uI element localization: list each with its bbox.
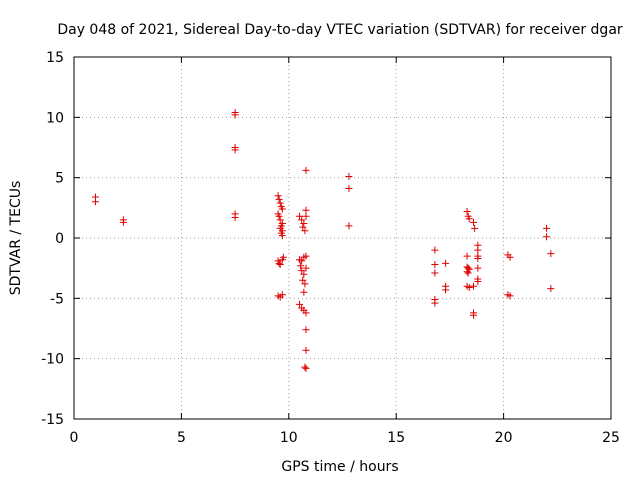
x-tick-label: 10 (280, 430, 298, 446)
data-point (345, 172, 353, 180)
data-point (298, 216, 306, 224)
data-point (543, 224, 551, 232)
data-point (275, 195, 283, 203)
data-point (463, 207, 471, 215)
data-point (300, 220, 308, 228)
data-point (474, 255, 482, 263)
data-point (463, 252, 471, 260)
data-point (474, 246, 482, 254)
data-point (465, 283, 473, 291)
data-point (345, 185, 353, 193)
data-point (278, 232, 286, 240)
data-point (431, 269, 439, 277)
data-point (302, 326, 310, 334)
x-axis-label: GPS time / hours (281, 459, 398, 475)
data-point (302, 166, 310, 174)
data-point (301, 227, 309, 235)
data-point (431, 261, 439, 269)
data-point (300, 288, 308, 296)
grid (74, 57, 611, 419)
data-point (300, 253, 308, 261)
data-point (345, 222, 353, 230)
data-point (547, 250, 555, 258)
data-point (231, 213, 239, 221)
data-point (299, 276, 307, 284)
data-point (302, 212, 310, 220)
data-point (474, 277, 482, 285)
data-point (302, 264, 310, 272)
y-tick-label: -10 (41, 352, 64, 368)
data-point (470, 218, 478, 226)
x-tick-label: 25 (602, 430, 620, 446)
data-point (464, 269, 472, 277)
data-point (276, 199, 284, 207)
data-point (431, 246, 439, 254)
data-point (465, 215, 473, 223)
data-point (297, 262, 305, 270)
data-point (299, 223, 307, 231)
data-point (276, 216, 284, 224)
chart-title: Day 048 of 2021, Sidereal Day-to-day VTE… (57, 22, 623, 38)
y-tick-label: 5 (55, 171, 64, 187)
data-point (119, 218, 127, 226)
y-tick-label: 0 (55, 231, 64, 247)
y-tick-label: 10 (46, 110, 64, 126)
data-point (302, 346, 310, 354)
data-point (470, 311, 478, 319)
data-point (442, 259, 450, 267)
x-tick-label: 0 (70, 430, 79, 446)
data-point (276, 261, 284, 269)
axis-ticks: 0 5 10 15 20 25 -15 -10 -5 0 5 10 15 (41, 50, 620, 446)
data-point (231, 146, 239, 154)
data-point (278, 205, 286, 213)
data-point (300, 270, 308, 278)
data-point (431, 299, 439, 307)
plot-frame (73, 56, 612, 420)
data-point (274, 192, 282, 200)
data-point (463, 268, 471, 276)
y-axis-label: SDTVAR / TECUs (8, 181, 24, 296)
x-tick-label: 15 (387, 430, 405, 446)
data-point (543, 233, 551, 241)
data-point (547, 285, 555, 293)
data-point (301, 363, 309, 371)
data-point (91, 198, 99, 206)
data-point (470, 282, 478, 290)
data-point (298, 267, 306, 275)
data-point (278, 291, 286, 299)
data-points (91, 109, 555, 372)
y-tick-label: -15 (41, 412, 64, 428)
data-point (301, 280, 309, 288)
x-tick-label: 5 (177, 430, 186, 446)
data-point (296, 300, 304, 308)
data-point (279, 253, 287, 261)
data-point (506, 292, 514, 300)
data-point (296, 212, 304, 220)
data-point (442, 286, 450, 294)
data-point (302, 206, 310, 214)
data-point (302, 309, 310, 317)
y-tick-label: -5 (50, 291, 64, 307)
data-point (471, 224, 479, 232)
data-point (474, 264, 482, 272)
data-point (302, 364, 310, 372)
data-point (506, 253, 514, 261)
data-point (231, 111, 239, 119)
data-point (298, 257, 306, 265)
x-tick-label: 20 (495, 430, 513, 446)
data-point (275, 259, 283, 267)
y-tick-label: 15 (46, 50, 64, 66)
data-point (275, 212, 283, 220)
